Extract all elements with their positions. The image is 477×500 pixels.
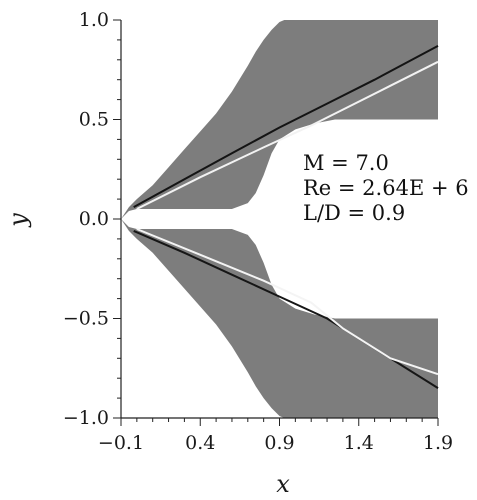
y-axis-label: y <box>4 213 32 228</box>
mach-annotation: M = 7.0 <box>303 151 389 175</box>
annotation-block: M = 7.0 Re = 2.64E + 6 L/D = 0.9 <box>303 151 469 225</box>
upper-shock-line-2 <box>136 60 439 210</box>
x-tick-label: 1.9 <box>423 432 453 454</box>
y-tick-label: −1.0 <box>63 407 109 429</box>
plot-area <box>121 20 439 418</box>
x-tick-label: 0.9 <box>264 432 294 454</box>
y-tick-label: 0.5 <box>79 109 109 131</box>
y-tick-label: 1.0 <box>79 9 109 31</box>
reynolds-annotation: Re = 2.64E + 6 <box>303 176 469 200</box>
x-axis-label: x <box>276 470 290 498</box>
upper-flow-region <box>121 20 438 219</box>
y-tick-label: 0.0 <box>79 208 109 230</box>
lower-flow-region <box>121 219 438 418</box>
x-tick-label: 0.4 <box>185 432 215 454</box>
ticks: −0.1 0.4 0.9 1.4 1.9 1.0 0.5 0.0 −0.5 −1.0 <box>63 9 453 454</box>
aspect-ratio-annotation: L/D = 0.9 <box>303 201 405 225</box>
x-tick-label: −0.1 <box>98 432 144 454</box>
x-tick-label: 1.4 <box>344 432 374 454</box>
upper-shock-line-1 <box>133 45 439 208</box>
y-tick-label: −0.5 <box>63 308 109 330</box>
lower-shock-line-2 <box>136 228 439 376</box>
